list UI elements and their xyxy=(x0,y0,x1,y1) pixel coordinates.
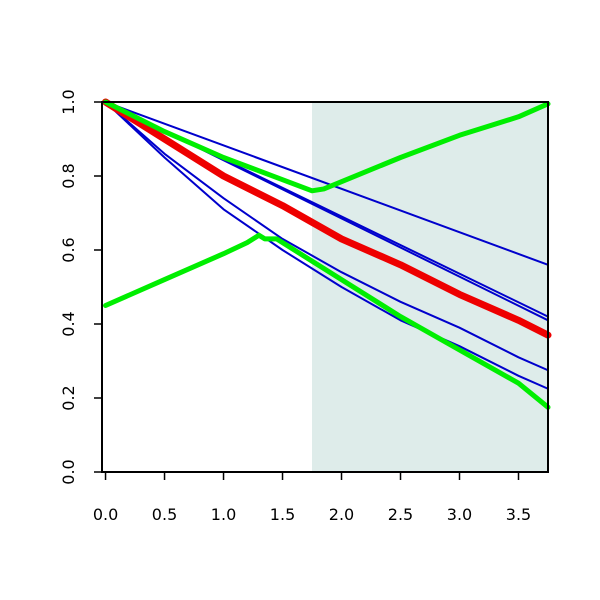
x-tick-label: 3.0 xyxy=(447,505,472,524)
x-tick-label: 2.5 xyxy=(388,505,413,524)
series-line-1 xyxy=(104,101,549,266)
x-tick-label: 1.5 xyxy=(270,505,295,524)
axes-layer: 0.0 0.5 1.0 1.5 2.0 2.5 3.0 3.5 0.0 0.2 0.4 0.6 0.8 1… xyxy=(59,89,531,524)
x-tick-label: 3.5 xyxy=(506,505,531,524)
y-tick-label: 0.2 xyxy=(59,385,78,410)
y-tick-label: 0.0 xyxy=(59,459,78,484)
plot-frame xyxy=(101,101,549,473)
series-line-5 xyxy=(104,101,549,390)
x-tick-label: 2.0 xyxy=(329,505,354,524)
series-line-4 xyxy=(104,101,549,372)
series-line-8 xyxy=(103,232,551,410)
x-tick-label: 1.0 xyxy=(211,505,236,524)
series-line-7 xyxy=(103,99,551,194)
y-tick-label: 0.4 xyxy=(59,311,78,336)
x-tick-label: 0.0 xyxy=(93,505,118,524)
y-tick-label: 0.6 xyxy=(59,237,78,262)
series-line-6 xyxy=(102,98,552,339)
y-tick-label: 1.0 xyxy=(59,89,78,114)
series-layer xyxy=(102,98,552,410)
shaded-region xyxy=(312,102,548,472)
y-tick-label: 0.8 xyxy=(59,163,78,188)
x-tick-label: 0.5 xyxy=(152,505,177,524)
